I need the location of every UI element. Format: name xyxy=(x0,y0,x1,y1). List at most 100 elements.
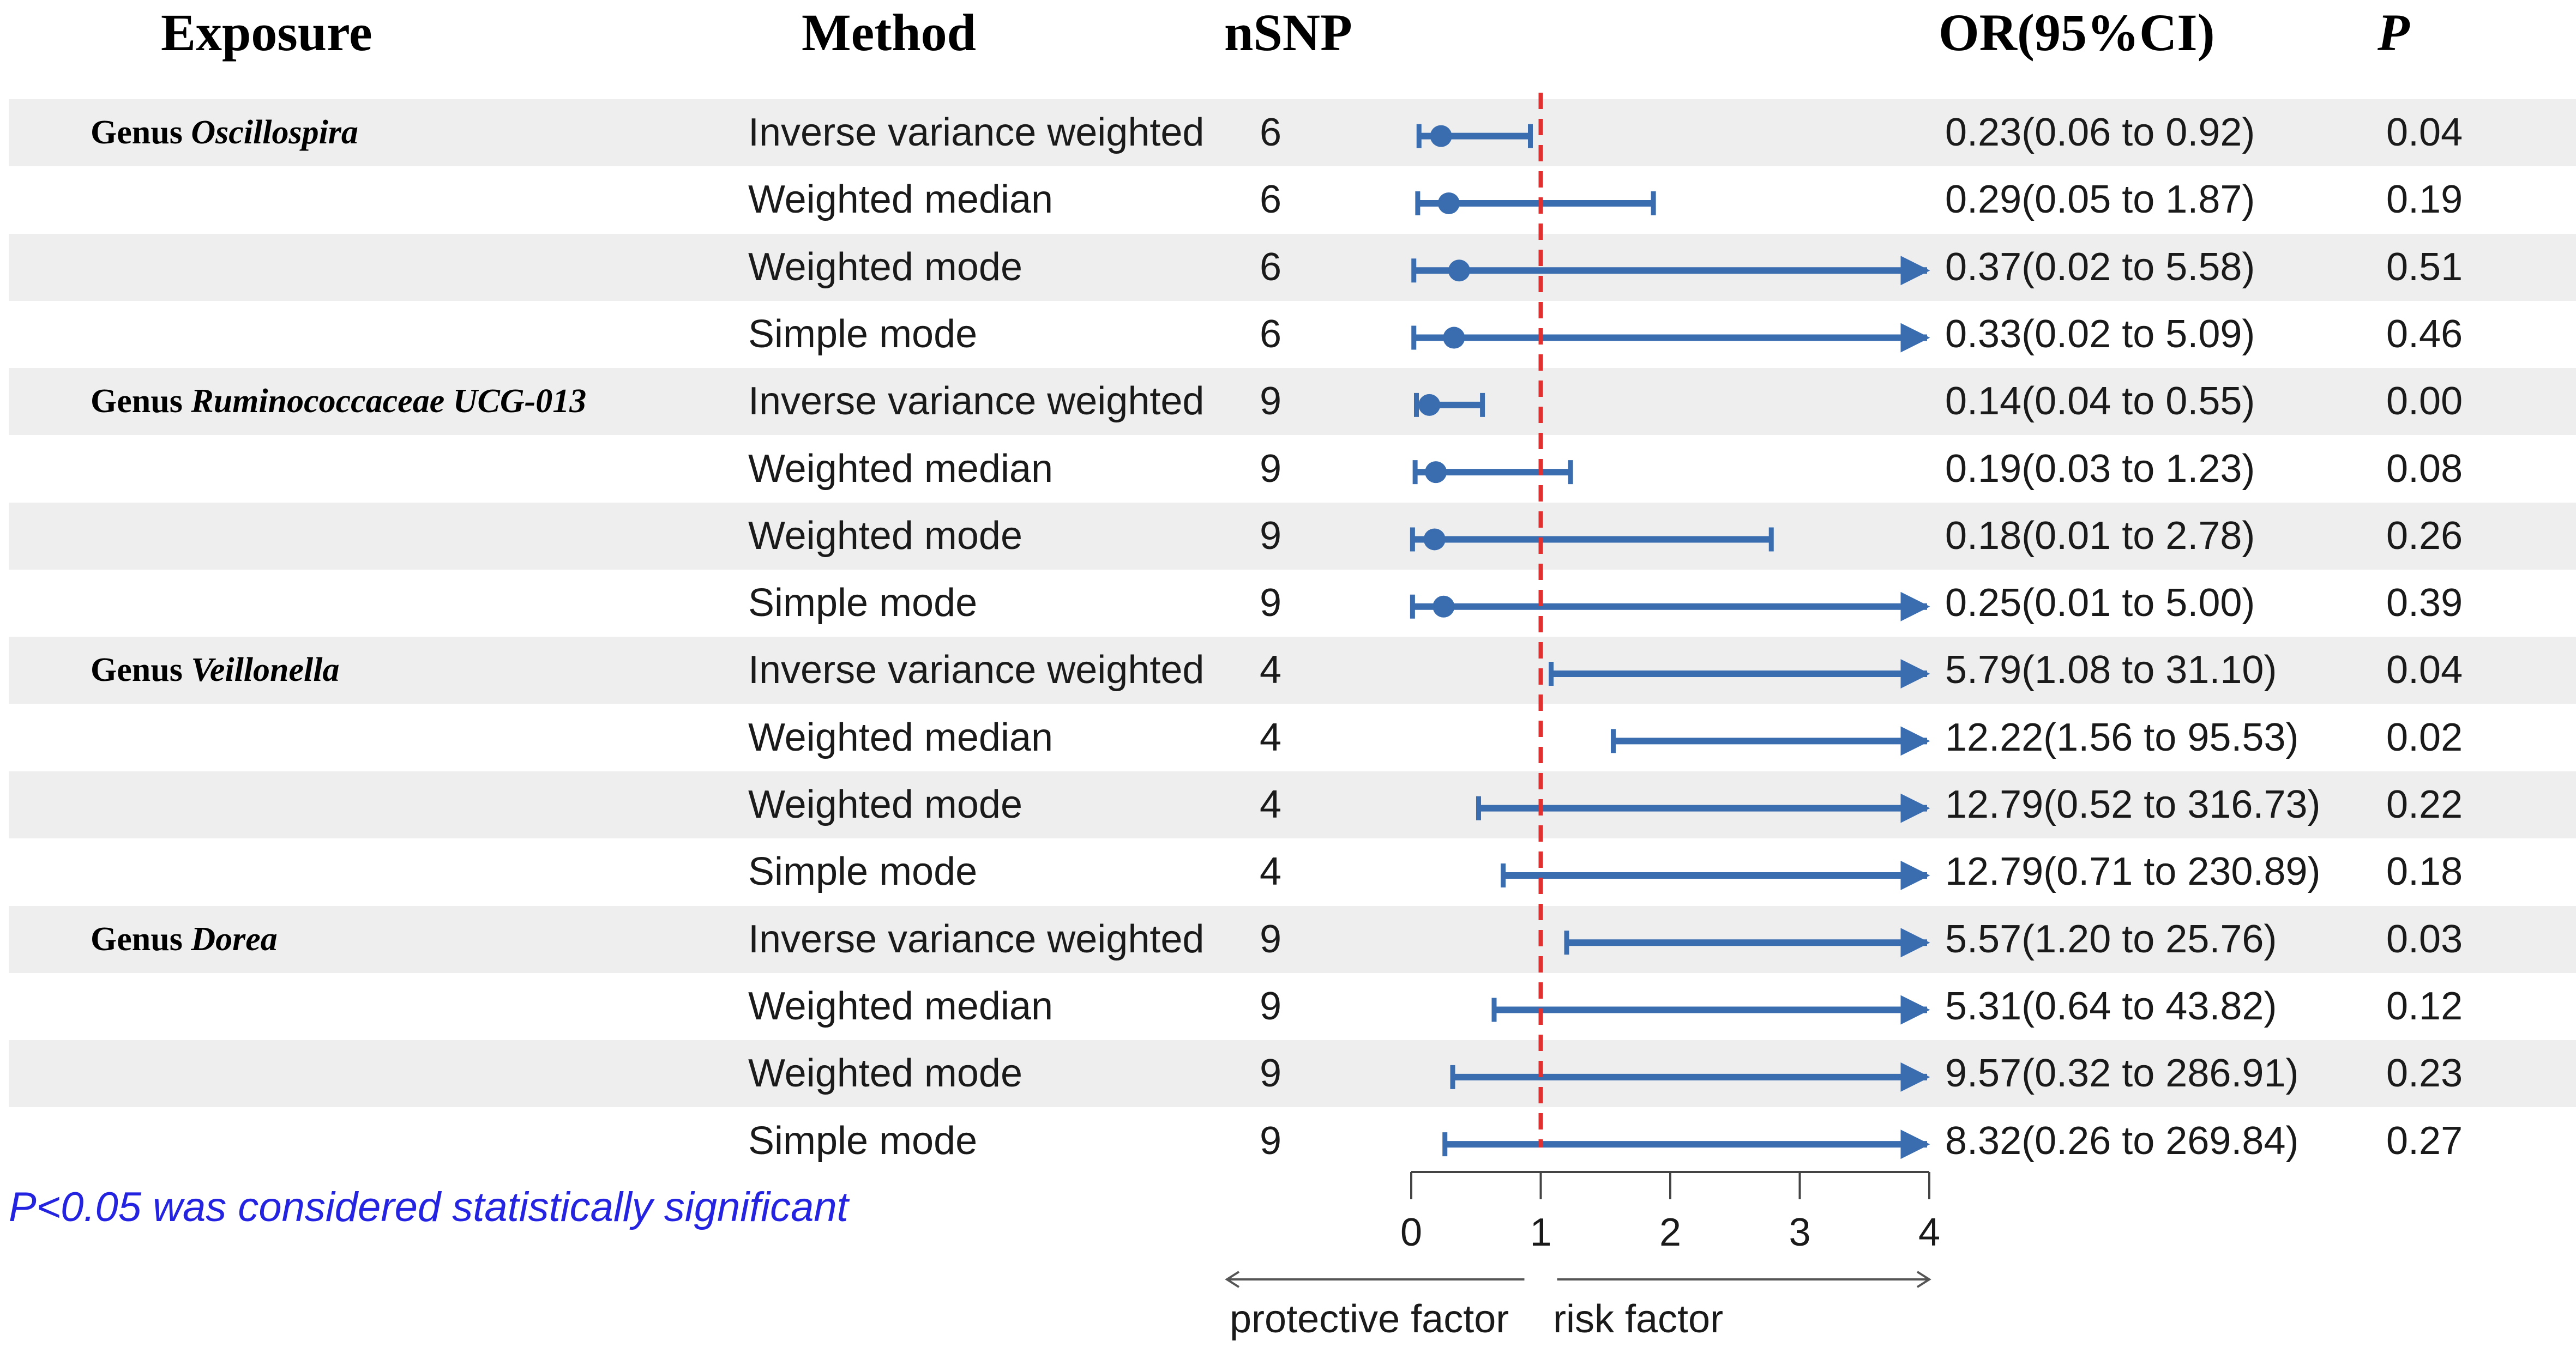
exposure-prefix: Genus xyxy=(91,920,191,958)
table-row: Simple mode 9 8.32(0.26 to 269.84) 0.27 xyxy=(9,1108,2576,1175)
nsnp-cell: 6 xyxy=(1260,111,1282,154)
point-estimate xyxy=(1425,461,1447,484)
or-ci-cell: 0.29(0.05 to 1.87) xyxy=(1945,178,2255,222)
method-cell: Weighted mode xyxy=(748,783,1022,826)
p-value-cell: 0.26 xyxy=(2386,514,2463,558)
exposure-label: Genus Dorea xyxy=(91,920,278,958)
method-cell: Simple mode xyxy=(748,1119,978,1163)
x-axis-tick-label: 2 xyxy=(1659,1211,1681,1254)
protective-factor-label: protective factor xyxy=(1230,1297,1509,1341)
p-value-cell: 0.27 xyxy=(2386,1119,2463,1163)
method-cell: Inverse variance weighted xyxy=(748,111,1205,154)
exposure-prefix: Genus xyxy=(91,651,191,689)
nsnp-cell: 9 xyxy=(1260,984,1282,1028)
header-or-ci: OR(95%CI) xyxy=(1939,3,2215,62)
method-cell: Weighted median xyxy=(748,715,1054,759)
nsnp-cell: 4 xyxy=(1260,648,1282,692)
table-row: Simple mode 9 0.25(0.01 to 5.00) 0.39 xyxy=(9,570,2576,637)
table-row: Genus Veillonella Inverse variance weight… xyxy=(9,637,2576,704)
method-cell: Inverse variance weighted xyxy=(748,917,1205,961)
nsnp-cell: 4 xyxy=(1260,715,1282,759)
nsnp-cell: 9 xyxy=(1260,1052,1282,1096)
table-row: Simple mode 4 12.79(0.71 to 230.89) 0.18 xyxy=(9,838,2576,905)
or-ci-cell: 0.37(0.02 to 5.58) xyxy=(1945,245,2255,289)
exposure-genus-name: Ruminococcaceae UCG-013 xyxy=(191,383,587,420)
or-ci-cell: 5.57(1.20 to 25.76) xyxy=(1945,917,2277,961)
table-row: Simple mode 6 0.33(0.02 to 5.09) 0.46 xyxy=(9,301,2576,368)
p-value-cell: 0.39 xyxy=(2386,581,2463,625)
x-axis-tick-label: 0 xyxy=(1400,1211,1422,1254)
or-ci-cell: 8.32(0.26 to 269.84) xyxy=(1945,1119,2299,1163)
point-estimate xyxy=(1443,327,1465,349)
nsnp-cell: 6 xyxy=(1260,245,1282,289)
or-ci-cell: 9.57(0.32 to 286.91) xyxy=(1945,1052,2299,1096)
header-p-value: P xyxy=(2378,3,2410,62)
method-cell: Inverse variance weighted xyxy=(748,648,1205,692)
table-row: Weighted median 9 5.31(0.64 to 43.82) 0.12 xyxy=(9,973,2576,1040)
or-ci-cell: 0.14(0.04 to 0.55) xyxy=(1945,379,2255,424)
or-ci-cell: 12.22(1.56 to 95.53) xyxy=(1945,715,2299,759)
p-value-cell: 0.19 xyxy=(2386,178,2463,222)
nsnp-cell: 4 xyxy=(1260,850,1282,894)
p-value-cell: 0.51 xyxy=(2386,245,2463,289)
x-axis-tick-label: 4 xyxy=(1918,1211,1940,1254)
p-value-cell: 0.02 xyxy=(2386,715,2463,759)
table-row: Weighted median 9 0.19(0.03 to 1.23) 0.08 xyxy=(9,436,2576,503)
nsnp-cell: 9 xyxy=(1260,514,1282,558)
protective-arrow-head xyxy=(1225,1271,1240,1288)
table-row: Weighted mode 4 12.79(0.52 to 316.73) 0.22 xyxy=(9,771,2576,838)
method-cell: Weighted mode xyxy=(748,245,1022,289)
header-exposure: Exposure xyxy=(161,3,372,62)
point-estimate xyxy=(1437,192,1460,214)
method-cell: Weighted median xyxy=(748,984,1054,1028)
method-cell: Simple mode xyxy=(748,581,978,625)
p-value-cell: 0.46 xyxy=(2386,312,2463,356)
or-ci-cell: 0.19(0.03 to 1.23) xyxy=(1945,446,2255,491)
p-value-cell: 0.22 xyxy=(2386,783,2463,826)
nsnp-cell: 9 xyxy=(1260,1119,1282,1163)
exposure-prefix: Genus xyxy=(91,114,191,151)
point-estimate xyxy=(1448,259,1470,282)
nsnp-cell: 9 xyxy=(1260,446,1282,491)
table-row: Genus Dorea Inverse variance weighted 9 5.5… xyxy=(9,905,2576,973)
nsnp-cell: 9 xyxy=(1260,379,1282,424)
exposure-prefix: Genus xyxy=(91,383,191,420)
or-ci-cell: 0.33(0.02 to 5.09) xyxy=(1945,312,2255,356)
or-ci-cell: 12.79(0.52 to 316.73) xyxy=(1945,783,2321,826)
method-cell: Weighted median xyxy=(748,446,1054,491)
or-ci-cell: 5.79(1.08 to 31.10) xyxy=(1945,648,2277,692)
table-row: Weighted mode 9 0.18(0.01 to 2.78) 0.26 xyxy=(9,502,2576,570)
header-method: Method xyxy=(802,3,976,62)
p-value-cell: 0.04 xyxy=(2386,111,2463,154)
or-ci-cell: 0.18(0.01 to 2.78) xyxy=(1945,514,2255,558)
method-cell: Simple mode xyxy=(748,312,978,356)
point-estimate xyxy=(1423,528,1446,551)
p-value-cell: 0.08 xyxy=(2386,446,2463,491)
method-cell: Weighted median xyxy=(748,178,1054,222)
table-row: Weighted mode 9 9.57(0.32 to 286.91) 0.23 xyxy=(9,1040,2576,1108)
method-cell: Weighted mode xyxy=(748,1052,1022,1096)
header-nsnp: nSNP xyxy=(1224,3,1352,62)
table-row: Genus Ruminococcaceae UCG-013 Inverse var… xyxy=(9,368,2576,436)
exposure-genus-name: Oscillospira xyxy=(191,114,358,151)
significance-footnote: P<0.05 was considered statistically sign… xyxy=(9,1184,848,1230)
exposure-label: Genus Veillonella xyxy=(91,651,339,689)
p-value-cell: 0.00 xyxy=(2386,379,2463,424)
p-value-cell: 0.23 xyxy=(2386,1052,2463,1096)
point-estimate xyxy=(1433,595,1455,618)
table-row: Genus Oscillospira Inverse variance weigh… xyxy=(9,99,2576,166)
table-row: Weighted median 4 12.22(1.56 to 95.53) 0.02 xyxy=(9,704,2576,771)
p-value-cell: 0.18 xyxy=(2386,850,2463,894)
x-axis-tick-label: 1 xyxy=(1530,1211,1551,1254)
nsnp-cell: 6 xyxy=(1260,178,1282,222)
point-estimate xyxy=(1418,394,1441,416)
or-ci-cell: 0.23(0.06 to 0.92) xyxy=(1945,111,2255,154)
exposure-label: Genus Ruminococcaceae UCG-013 xyxy=(91,382,586,420)
exposure-genus-name: Dorea xyxy=(191,920,278,958)
table-row: Weighted mode 6 0.37(0.02 to 5.58) 0.51 xyxy=(9,233,2576,301)
p-value-cell: 0.12 xyxy=(2386,984,2463,1028)
p-value-cell: 0.03 xyxy=(2386,917,2463,961)
x-axis-tick-label: 3 xyxy=(1789,1211,1810,1254)
